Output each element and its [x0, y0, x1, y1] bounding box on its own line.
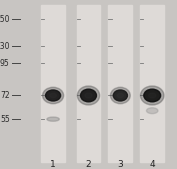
Ellipse shape — [47, 117, 59, 121]
Text: 250: 250 — [0, 15, 10, 24]
Text: 95: 95 — [0, 59, 10, 68]
Ellipse shape — [110, 87, 130, 104]
Ellipse shape — [144, 89, 161, 102]
Ellipse shape — [117, 93, 124, 98]
Text: 130: 130 — [0, 42, 10, 51]
Ellipse shape — [85, 93, 92, 98]
Ellipse shape — [149, 93, 156, 98]
Text: 4: 4 — [149, 160, 155, 169]
Ellipse shape — [81, 89, 96, 102]
Ellipse shape — [141, 86, 164, 105]
Ellipse shape — [42, 87, 64, 104]
Text: 2: 2 — [86, 160, 91, 169]
Text: 1: 1 — [50, 160, 56, 169]
Ellipse shape — [50, 93, 56, 98]
Ellipse shape — [46, 90, 61, 101]
Ellipse shape — [113, 90, 127, 101]
Ellipse shape — [77, 86, 100, 105]
Bar — [76, 5, 100, 162]
Text: 55: 55 — [0, 115, 10, 124]
Ellipse shape — [147, 108, 158, 114]
Bar — [41, 5, 65, 162]
Text: 72: 72 — [0, 91, 10, 100]
Text: 3: 3 — [118, 160, 123, 169]
Bar — [108, 5, 132, 162]
Bar — [140, 5, 164, 162]
